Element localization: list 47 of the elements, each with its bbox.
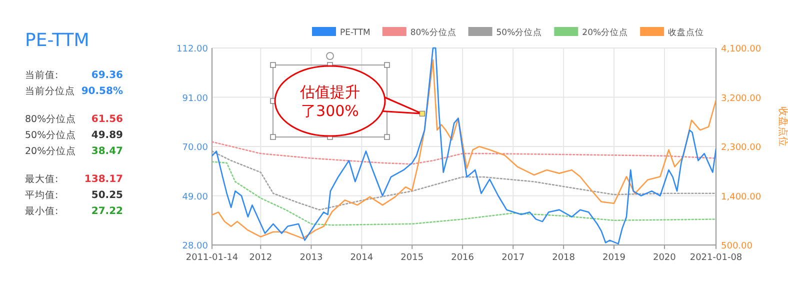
- text: 50.25: [91, 190, 124, 201]
- x-tick-label: 2014: [350, 253, 374, 263]
- text: 当前值:: [25, 69, 58, 81]
- line-series: [212, 161, 716, 226]
- text: 最小值:: [25, 205, 58, 217]
- x-tick-label: 2015: [400, 253, 424, 263]
- text: 50%分位点: [25, 129, 76, 141]
- x-tick-label: 2018: [552, 253, 576, 263]
- text: 27.22: [91, 206, 124, 217]
- y2-tick-label: 4,100.00: [721, 44, 762, 54]
- text: 90.58%: [81, 86, 123, 97]
- x-tick-label: 2013: [300, 253, 323, 263]
- y2-tick-label: 1,400.00: [721, 192, 762, 202]
- x-tick-label: 2011-01-14: [186, 253, 238, 263]
- text: 138.17: [84, 174, 124, 185]
- text: PE-TTM: [25, 30, 90, 51]
- x-tick-label: 2020: [653, 253, 676, 263]
- legend-label: 收盘点位: [668, 27, 704, 38]
- y2-tick-label: 3,200.00: [721, 94, 762, 104]
- text: 38.47: [91, 146, 124, 157]
- legend-label: 20%分位点: [582, 27, 628, 38]
- x-tick-label: 2016: [451, 253, 474, 263]
- text: 49.89: [91, 130, 124, 141]
- text: 当前分位点: [25, 85, 75, 97]
- x-tick-label: 2012: [249, 253, 272, 263]
- legend-label: 50%分位点: [496, 27, 542, 38]
- text: 20%分位点: [25, 145, 76, 157]
- y-tick-label: 49.00: [182, 192, 208, 202]
- x-tick-label: 2019: [602, 253, 626, 263]
- text: 80%分位点: [25, 113, 76, 125]
- x-tick-label: 2021-01-08: [690, 253, 742, 263]
- legend-label: PE-TTM: [340, 28, 370, 38]
- y-tick-label: 70.00: [182, 143, 208, 153]
- y-tick-label: 112.00: [176, 44, 208, 54]
- legend-label: 80%分位点: [410, 27, 456, 38]
- text: 69.36: [91, 70, 124, 81]
- y-tick-label: 28.00: [182, 242, 208, 252]
- line-series: [212, 141, 716, 165]
- x-tick-label: 2017: [502, 253, 525, 263]
- text: 最大值:: [25, 173, 58, 185]
- text: 61.56: [91, 114, 124, 125]
- y2-tick-label: 500.00: [721, 242, 753, 252]
- y2-tick-label: 2,300.00: [721, 143, 762, 153]
- y2-axis-title: 收盘点位: [777, 106, 788, 146]
- text: 平均值:: [25, 189, 58, 201]
- annotation: 估值提升了300%: [299, 83, 360, 120]
- y-tick-label: 91.00: [182, 94, 208, 104]
